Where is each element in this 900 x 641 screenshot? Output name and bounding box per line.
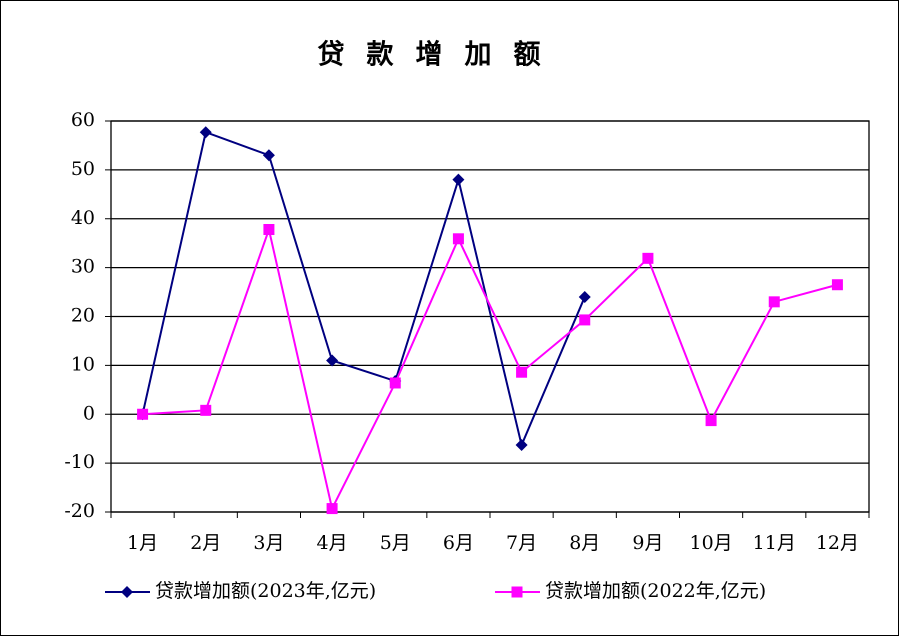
legend-label: 贷款增加额(2022年,亿元) xyxy=(545,580,766,602)
marker xyxy=(831,279,843,291)
marker xyxy=(452,233,464,245)
y-tick-label: 50 xyxy=(71,158,95,180)
marker xyxy=(705,415,717,427)
marker xyxy=(579,314,591,326)
x-tick-label: 9月 xyxy=(632,532,663,554)
y-tick-label: 40 xyxy=(71,207,95,229)
marker xyxy=(516,366,528,378)
x-tick-label: 3月 xyxy=(253,532,284,554)
x-tick-label: 11月 xyxy=(753,532,796,554)
marker xyxy=(200,404,212,416)
marker xyxy=(389,377,401,389)
marker xyxy=(515,439,528,452)
x-tick-label: 8月 xyxy=(569,532,600,554)
marker xyxy=(199,126,212,139)
marker xyxy=(326,354,339,367)
marker xyxy=(452,173,465,186)
x-tick-label: 10月 xyxy=(689,532,732,554)
chart-title: 贷款增加额 xyxy=(318,39,563,71)
x-tick-label: 12月 xyxy=(816,532,859,554)
marker xyxy=(511,586,523,598)
y-tick-label: 60 xyxy=(71,109,95,131)
series-line xyxy=(141,130,586,449)
x-tick-label: 2月 xyxy=(190,532,221,554)
y-tick-label: 10 xyxy=(71,353,95,375)
y-tick-label: 20 xyxy=(71,305,95,327)
x-tick-label: 4月 xyxy=(317,532,348,554)
marker xyxy=(262,149,275,162)
marker xyxy=(121,586,133,598)
marker xyxy=(768,296,780,308)
marker xyxy=(137,408,149,420)
series-line xyxy=(142,225,838,512)
x-tick-label: 7月 xyxy=(506,532,537,554)
marker xyxy=(326,503,338,515)
x-tick-label: 6月 xyxy=(443,532,474,554)
y-tick-label: 0 xyxy=(83,402,95,424)
marker xyxy=(578,290,591,303)
x-tick-label: 5月 xyxy=(380,532,411,554)
y-tick-label: 30 xyxy=(71,256,95,278)
marker xyxy=(263,224,275,236)
y-tick-label: -10 xyxy=(64,451,95,473)
x-tick-label: 1月 xyxy=(127,532,158,554)
marker xyxy=(642,252,654,264)
legend-label: 贷款增加额(2023年,亿元) xyxy=(155,580,376,602)
y-tick-label: -20 xyxy=(64,500,95,522)
